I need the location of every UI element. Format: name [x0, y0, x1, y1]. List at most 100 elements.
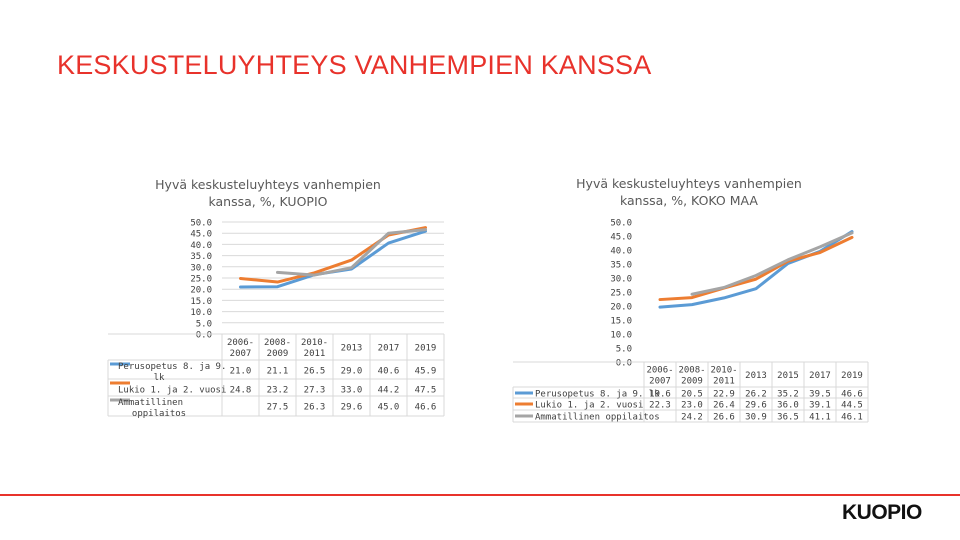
kokomaa-data-label: 39.5: [809, 390, 831, 400]
kokomaa-y-tick-label: 40.0: [610, 247, 632, 257]
kuopio-data-label: 45.0: [378, 403, 400, 413]
kokomaa-x-tick-label: 2006-: [646, 366, 673, 376]
kuopio-legend-label-1: lk: [154, 373, 165, 383]
kokomaa-legend-label-3: Ammatillinen oppilaitos: [535, 413, 660, 423]
kuopio-legend-label-1: Perusopetus 8. ja 9.: [118, 362, 226, 372]
kuopio-data-label: 21.1: [267, 367, 289, 377]
kuopio-logo: KUOPIO: [842, 501, 922, 524]
kuopio-x-tick-label: 2008-: [264, 338, 291, 348]
kuopio-data-label: 45.9: [415, 367, 437, 377]
kokomaa-series-line-3: [690, 231, 854, 296]
kuopio-y-tick-label: 0.0: [196, 331, 212, 341]
kuopio-data-label: 23.2: [267, 386, 289, 396]
kuopio-data-label: 44.2: [378, 386, 400, 396]
kokomaa-y-tick-label: 0.0: [616, 359, 632, 369]
kuopio-data-label: 46.6: [415, 403, 437, 413]
kokomaa-x-tick-label: 2010-: [710, 366, 737, 376]
kokomaa-data-label: 22.3: [649, 401, 671, 411]
kuopio-x-tick-label: 2019: [415, 344, 437, 354]
kuopio-y-tick-label: 10.0: [190, 308, 212, 318]
kokomaa-data-label: 46.1: [841, 413, 863, 423]
kuopio-y-tick-label: 20.0: [190, 286, 212, 296]
chart-title-koko-maa-line-2: kanssa, %, KOKO MAA: [620, 193, 758, 208]
kokomaa-data-label: 39.1: [809, 401, 831, 411]
footer-divider: [0, 494, 960, 496]
kuopio-data-label: 47.5: [415, 386, 437, 396]
kuopio-data-label: 27.3: [304, 386, 326, 396]
kokomaa-data-label: 35.2: [777, 390, 799, 400]
kuopio-data-label: 33.0: [341, 386, 363, 396]
kuopio-x-tick-label: 2011: [304, 349, 326, 359]
chart-title-kuopio-line-2: kanssa, %, KUOPIO: [208, 194, 328, 209]
kokomaa-data-label: 22.9: [713, 390, 735, 400]
kuopio-data-label: 26.3: [304, 403, 326, 413]
kuopio-data-label: 40.6: [378, 367, 400, 377]
kuopio-x-tick-label: 2013: [341, 344, 363, 354]
chart-title-koko-maa-line-1: Hyvä keskusteluyhteys vanhempien: [576, 176, 802, 191]
kuopio-data-label: 27.5: [267, 403, 289, 413]
kuopio-y-tick-label: 15.0: [190, 297, 212, 307]
kokomaa-data-label: 26.6: [713, 413, 735, 423]
kuopio-x-tick-label: 2017: [378, 344, 400, 354]
kokomaa-data-label: 36.0: [777, 401, 799, 411]
kuopio-legend-label-2: Lukio 1. ja 2. vuosi: [118, 386, 226, 396]
kokomaa-data-label: 44.5: [841, 401, 863, 411]
kuopio-y-tick-label: 25.0: [190, 275, 212, 285]
kokomaa-x-tick-label: 2015: [777, 371, 799, 381]
kokomaa-x-tick-label: 2009: [681, 377, 703, 387]
kuopio-y-tick-label: 40.0: [190, 241, 212, 251]
kokomaa-data-label: 41.1: [809, 413, 831, 423]
kuopio-x-tick-label: 2006-: [227, 338, 254, 348]
kuopio-legend-label-3: Ammatillinen: [118, 398, 183, 408]
kokomaa-x-tick-label: 2011: [713, 377, 735, 387]
kokomaa-x-tick-label: 2007: [649, 377, 671, 387]
kokomaa-y-tick-label: 15.0: [610, 317, 632, 327]
chart-title-koko-maa: Hyvä keskusteluyhteys vanhempien kanssa,…: [537, 175, 841, 209]
kuopio-x-tick-label: 2010-: [301, 338, 328, 348]
kokomaa-data-label: 20.5: [681, 390, 703, 400]
kuopio-y-tick-label: 45.0: [190, 230, 212, 240]
chart-title-kuopio-line-1: Hyvä keskusteluyhteys vanhempien: [155, 177, 381, 192]
kuopio-data-label: 29.0: [341, 367, 363, 377]
kokomaa-y-tick-label: 20.0: [610, 303, 632, 313]
kuopio-legend-label-3: oppilaitos: [132, 409, 186, 419]
kuopio-y-tick-label: 30.0: [190, 263, 212, 273]
kokomaa-data-label: 19.6: [649, 390, 671, 400]
chart-title-kuopio: Hyvä keskusteluyhteys vanhempien kanssa,…: [118, 176, 418, 210]
kuopio-x-tick-label: 2007: [230, 349, 252, 359]
kokomaa-y-tick-label: 5.0: [616, 345, 632, 355]
slide-title: KESKUSTELUYHTEYS VANHEMPIEN KANSSA: [57, 50, 652, 80]
kuopio-data-label: 24.8: [230, 386, 252, 396]
kuopio-y-tick-label: 50.0: [190, 219, 212, 229]
kokomaa-y-tick-label: 45.0: [610, 233, 632, 243]
kuopio-y-tick-label: 5.0: [196, 319, 212, 329]
kokomaa-data-label: 46.6: [841, 390, 863, 400]
kokomaa-series-line-1: [658, 230, 854, 309]
kokomaa-x-tick-label: 2013: [745, 371, 767, 381]
kokomaa-data-label: 26.4: [713, 401, 735, 411]
kokomaa-data-label: 29.6: [745, 401, 767, 411]
kokomaa-legend-label-1: Perusopetus 8. ja 9. lk: [535, 390, 660, 400]
kokomaa-y-tick-label: 35.0: [610, 261, 632, 271]
kokomaa-y-tick-label: 30.0: [610, 275, 632, 285]
kokomaa-data-label: 26.2: [745, 390, 767, 400]
kokomaa-x-tick-label: 2008-: [678, 366, 705, 376]
kokomaa-data-label: 24.2: [681, 413, 703, 423]
kuopio-data-label: 26.5: [304, 367, 326, 377]
kokomaa-x-tick-label: 2017: [809, 371, 831, 381]
kuopio-series-line-3: [276, 228, 427, 277]
kokomaa-y-tick-label: 50.0: [610, 219, 632, 229]
kuopio-x-tick-label: 2009: [267, 349, 289, 359]
kokomaa-series-line-2: [658, 235, 854, 302]
kokomaa-y-tick-label: 25.0: [610, 289, 632, 299]
kokomaa-data-label: 36.5: [777, 413, 799, 423]
kokomaa-data-label: 23.0: [681, 401, 703, 411]
kuopio-data-label: 29.6: [341, 403, 363, 413]
kokomaa-y-tick-label: 10.0: [610, 331, 632, 341]
kuopio-data-label: 21.0: [230, 367, 252, 377]
kokomaa-legend-label-2: Lukio 1. ja 2. vuosi: [535, 401, 643, 411]
kokomaa-data-label: 30.9: [745, 413, 767, 423]
kokomaa-x-tick-label: 2019: [841, 371, 863, 381]
